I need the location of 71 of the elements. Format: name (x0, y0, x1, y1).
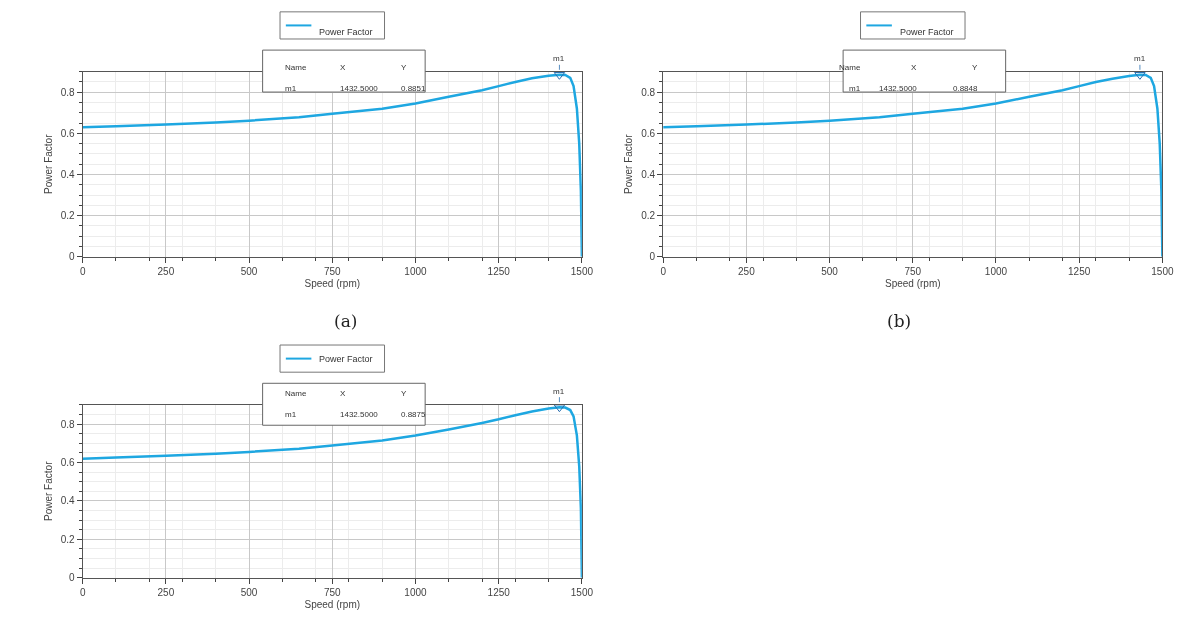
y-axis-title: Power Factor (42, 133, 54, 194)
y-axis-title: Power Factor (623, 133, 635, 194)
x-tick-label: 1000 (984, 265, 1008, 277)
text: X (340, 389, 346, 398)
x-tick-label: 0 (79, 265, 86, 277)
x-tick-label: 750 (323, 265, 342, 277)
text: m1 (553, 387, 565, 396)
annotation: X (340, 63, 346, 72)
x-tick-label: 1500 (570, 265, 594, 277)
annotation: 1432.5000 (879, 84, 918, 93)
y-axis-title: Power Factor (42, 460, 54, 521)
x-tick-label: 500 (240, 586, 258, 598)
text: m1 (1134, 54, 1146, 63)
text: (a) (334, 311, 358, 331)
annotation: 0.8848 (953, 84, 979, 93)
x-tick-label: 1000 (404, 265, 428, 277)
text: Name (285, 389, 307, 398)
x-tick-label: 250 (738, 265, 756, 277)
y-tick-label: 0.6 (60, 456, 76, 468)
x-tick-label: 1250 (1068, 265, 1091, 277)
x-tick-label: 250 (157, 265, 175, 277)
annotation: Name (285, 63, 307, 72)
text: Y (401, 389, 407, 398)
y-tick-label: 0.2 (641, 210, 656, 222)
y-tick-label: 0 (649, 251, 656, 263)
line-series (663, 72, 1163, 257)
y-tick-label: 0.4 (60, 495, 76, 507)
y-tick-label: 0.8 (60, 86, 76, 98)
text: Power Factor (319, 27, 373, 37)
y-tick-label: 0.8 (60, 418, 76, 430)
line-series (82, 72, 582, 257)
x-tick-label: 1500 (570, 586, 594, 598)
text: m1 (553, 54, 565, 63)
annotation: m1 (285, 410, 297, 419)
x-tick-label: 500 (821, 265, 839, 277)
x-tick-label: 1500 (1151, 265, 1174, 277)
y-tick-label: 0.4 (641, 169, 656, 181)
y-tick-label: 0.2 (60, 533, 76, 545)
y-tick-label: 0.2 (60, 210, 76, 222)
y-tick-label: 0.8 (641, 86, 656, 98)
x-tick-label: 0 (79, 586, 86, 598)
x-tick-label: 750 (904, 265, 922, 277)
x-tick-label: 250 (157, 586, 175, 598)
annotation: 0.8851 (401, 84, 427, 93)
y-tick-label: 0 (69, 572, 76, 584)
annotation: X (911, 63, 917, 72)
x-tick-label: 500 (240, 265, 258, 277)
y-tick-label: 0.6 (641, 127, 656, 139)
annotation: Y (401, 63, 407, 72)
annotation: 1432.5000 (340, 410, 379, 419)
annotation: Y (972, 63, 978, 72)
annotation: 0.8875 (401, 410, 427, 419)
annotation: Name (839, 63, 861, 72)
annotation: 1432.5000 (340, 84, 379, 93)
annotation: m1 (849, 84, 861, 93)
x-axis-title: Speed (rpm) (304, 278, 361, 290)
x-axis-title: Speed (rpm) (884, 278, 941, 290)
x-tick-label: 750 (323, 586, 342, 598)
y-tick-label: 0 (69, 251, 76, 263)
x-tick-label: 1250 (487, 265, 511, 277)
line-series (82, 404, 582, 578)
text: Power Factor (900, 27, 954, 37)
text: (b) (887, 311, 912, 331)
annotation: m1 (285, 84, 297, 93)
y-tick-label: 0.6 (60, 127, 76, 139)
x-tick-label: 1250 (487, 586, 511, 598)
y-tick-label: 0.4 (60, 169, 76, 181)
x-axis-title: Speed (rpm) (304, 599, 361, 611)
x-tick-label: 0 (660, 265, 667, 277)
x-tick-label: 1000 (404, 586, 428, 598)
legend-label: Power Factor (319, 354, 373, 364)
